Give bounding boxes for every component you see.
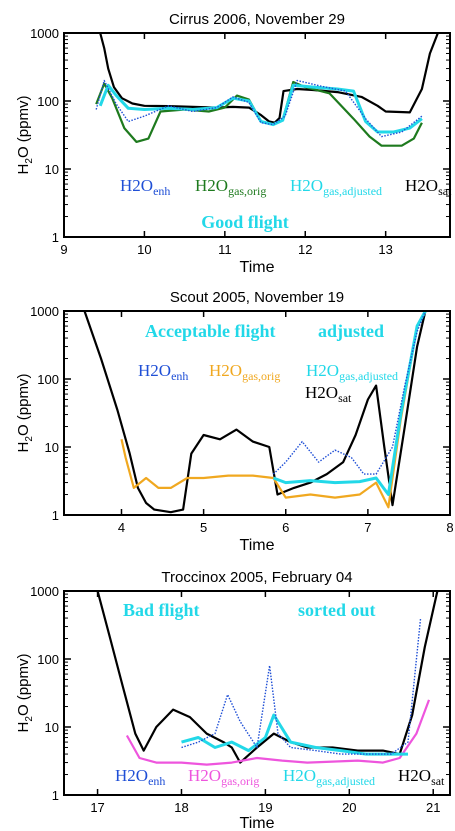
x-tick-label: 8 xyxy=(446,520,453,535)
y-axis-label: H2O (ppmv) xyxy=(15,654,35,733)
x-tick-label: 4 xyxy=(118,520,125,535)
y-ticks: 1 10 100 1000 xyxy=(30,584,450,803)
legend-entry: H2Oenh xyxy=(138,361,188,383)
y-label-sub: 2 xyxy=(24,436,35,442)
chart-panel-3: Troccinox 2005, February 04 17 18 19 20 21 1… xyxy=(15,569,451,831)
series-line-enh xyxy=(95,79,423,138)
legend-entry: H2Osat xyxy=(405,176,452,198)
series-line-orig_orange xyxy=(120,311,427,509)
series-line-enh xyxy=(181,618,422,755)
y-label-base: H xyxy=(15,722,32,733)
legend: H2Oenh H2Ogas,orig H2Ogas,adjusted H2Osa… xyxy=(115,766,445,788)
plot-frame xyxy=(63,32,451,238)
y-tick-label: 10 xyxy=(45,162,59,177)
y-tick-label: 10 xyxy=(45,720,59,735)
annotation: Acceptable flight xyxy=(145,321,275,341)
x-tick-label: 6 xyxy=(282,520,289,535)
series-line-enh xyxy=(272,311,427,475)
x-tick-label: 10 xyxy=(137,242,151,257)
x-tick-label: 21 xyxy=(426,800,440,815)
x-tick-label: 13 xyxy=(378,242,392,257)
annotation: Bad flight xyxy=(123,600,200,620)
y-tick-label: 1 xyxy=(52,788,59,803)
series-line-sat xyxy=(83,311,427,514)
x-axis-label: Time xyxy=(240,259,275,276)
y-label-rest: O (ppmv) xyxy=(15,96,32,159)
legend-entry: H2Ogas,adjusted xyxy=(306,361,398,383)
legend-entry: H2Osat xyxy=(305,383,352,405)
y-tick-label: 100 xyxy=(37,94,59,109)
svg-text:H2O (ppmv): H2O (ppmv) xyxy=(15,374,35,453)
y-tick-label: 1000 xyxy=(30,26,59,41)
chart-title: Scout 2005, November 19 xyxy=(170,289,344,306)
y-label-rest: O (ppmv) xyxy=(15,654,32,717)
y-label-base: H xyxy=(15,442,32,453)
y-tick-label: 100 xyxy=(37,372,59,387)
legend-entry: H2Ogas,orig xyxy=(188,766,259,788)
legend-entry: H2Oenh xyxy=(115,766,165,788)
x-ticks: 17 18 19 20 21 xyxy=(90,591,440,815)
chart-panel-2: Scout 2005, November 19 4 5 6 7 8 1 10 100 1000… xyxy=(15,289,454,554)
series-line-adjusted xyxy=(98,83,423,134)
chart-panel-1: Cirrus 2006, November 29 9 10 11 12 13 1 10 10… xyxy=(15,11,452,276)
y-label-rest: O (ppmv) xyxy=(15,374,32,437)
svg-text:H2O (ppmv): H2O (ppmv) xyxy=(15,654,35,733)
y-tick-label: 1000 xyxy=(30,304,59,319)
x-tick-label: 19 xyxy=(258,800,272,815)
x-tick-label: 12 xyxy=(298,242,312,257)
series-line-sat xyxy=(99,33,439,124)
chart-title: Troccinox 2005, February 04 xyxy=(161,569,352,586)
plot-lines xyxy=(96,591,439,766)
y-label-base: H xyxy=(15,164,32,175)
y-tick-label: 10 xyxy=(45,440,59,455)
legend: H2Oenh H2Ogas,orig H2Ogas,adjusted H2Osa… xyxy=(120,176,452,198)
legend-entry: H2Ogas,adjusted xyxy=(283,766,375,788)
plot-frame xyxy=(63,590,451,796)
y-axis-label: H2O (ppmv) xyxy=(15,374,35,453)
y-ticks: 1 10 100 1000 xyxy=(30,26,450,245)
x-ticks: 9 10 11 12 13 xyxy=(60,33,393,257)
x-axis-label: Time xyxy=(240,537,275,554)
y-tick-label: 1 xyxy=(52,508,59,523)
plot-frame xyxy=(63,310,451,516)
x-ticks: 4 5 6 7 8 xyxy=(118,311,454,535)
legend-entry: H2Oenh xyxy=(120,176,170,198)
chart-title: Cirrus 2006, November 29 xyxy=(169,11,345,28)
y-tick-label: 1 xyxy=(52,230,59,245)
svg-text:H2O (ppmv): H2O (ppmv) xyxy=(15,96,35,175)
legend-entry: H2Ogas,orig xyxy=(195,176,266,198)
y-tick-label: 100 xyxy=(37,652,59,667)
annotation: adjusted xyxy=(318,321,384,341)
series-line-adjusted xyxy=(272,311,427,496)
annotation: sorted out xyxy=(298,600,376,620)
y-axis-label: H2O (ppmv) xyxy=(15,96,35,175)
legend: H2Oenh H2Ogas,orig H2Ogas,adjusted H2Osa… xyxy=(138,361,398,405)
legend-entry: H2Ogas,orig xyxy=(209,361,280,383)
plot-lines xyxy=(95,33,439,147)
plot-lines xyxy=(83,311,427,514)
y-label-sub: 2 xyxy=(24,716,35,722)
series-line-orig_magenta xyxy=(125,699,431,766)
x-tick-label: 17 xyxy=(90,800,104,815)
x-axis-label: Time xyxy=(240,815,275,831)
annotation: Good flight xyxy=(201,212,289,232)
y-label-sub: 2 xyxy=(24,158,35,164)
x-tick-label: 20 xyxy=(342,800,356,815)
x-tick-label: 5 xyxy=(200,520,207,535)
legend-entry: H2Osat xyxy=(398,766,445,788)
y-ticks: 1 10 100 1000 xyxy=(30,304,450,523)
x-tick-label: 11 xyxy=(218,242,232,257)
x-tick-label: 9 xyxy=(60,242,67,257)
x-tick-label: 18 xyxy=(174,800,188,815)
series-line-sat xyxy=(96,591,439,764)
y-tick-label: 1000 xyxy=(30,584,59,599)
x-tick-label: 7 xyxy=(364,520,371,535)
legend-entry: H2Ogas,adjusted xyxy=(290,176,382,198)
